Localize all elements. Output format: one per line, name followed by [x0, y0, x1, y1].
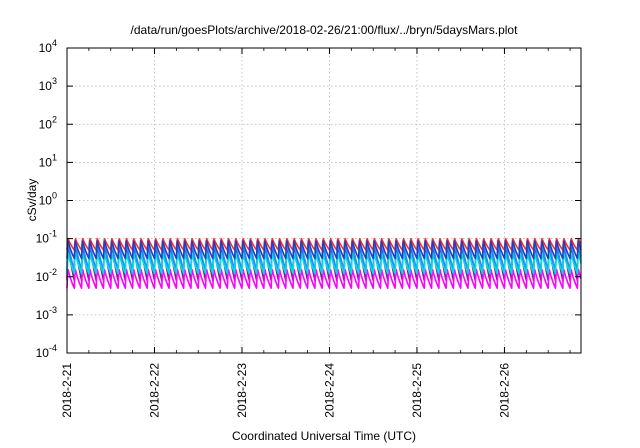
y-tick-label: 100	[39, 191, 57, 208]
y-tick-label: 10-1	[36, 229, 57, 246]
x-tick-label: 2018-2-24	[322, 363, 336, 418]
series-line	[66, 241, 582, 271]
series-group	[66, 237, 582, 290]
y-tick-label: 10-3	[36, 305, 57, 322]
series-line	[66, 237, 582, 251]
series-line	[66, 268, 582, 290]
grid	[67, 48, 581, 353]
series-line	[66, 240, 582, 260]
y-tick-label: 103	[39, 76, 57, 93]
series-line	[66, 252, 582, 275]
x-tick-label: 2018-2-25	[410, 363, 424, 418]
chart-title: /data/run/goesPlots/archive/2018-02-26/2…	[131, 23, 519, 37]
x-axis: 2018-2-21 2018-2-22 2018-2-23 2018-2-24 2018…	[60, 48, 571, 418]
y-tick-label: 10-2	[36, 267, 57, 284]
y-tick-label: 101	[39, 152, 57, 169]
x-tick-label: 2018-2-26	[497, 363, 511, 418]
x-tick-label: 2018-2-22	[147, 363, 161, 418]
y-tick-label: 104	[39, 38, 57, 55]
y-tick-label: 102	[39, 114, 57, 131]
x-tick-label: 2018-2-21	[60, 363, 74, 418]
y-axis: 10-4 10-3 10-2 10-1 100 101 102 103 104	[36, 38, 581, 360]
y-tick-label: 10-4	[36, 343, 57, 360]
x-tick-label: 2018-2-23	[235, 363, 249, 418]
y-axis-label: cSv/day	[25, 179, 39, 222]
x-axis-label: Coordinated Universal Time (UTC)	[232, 429, 416, 443]
